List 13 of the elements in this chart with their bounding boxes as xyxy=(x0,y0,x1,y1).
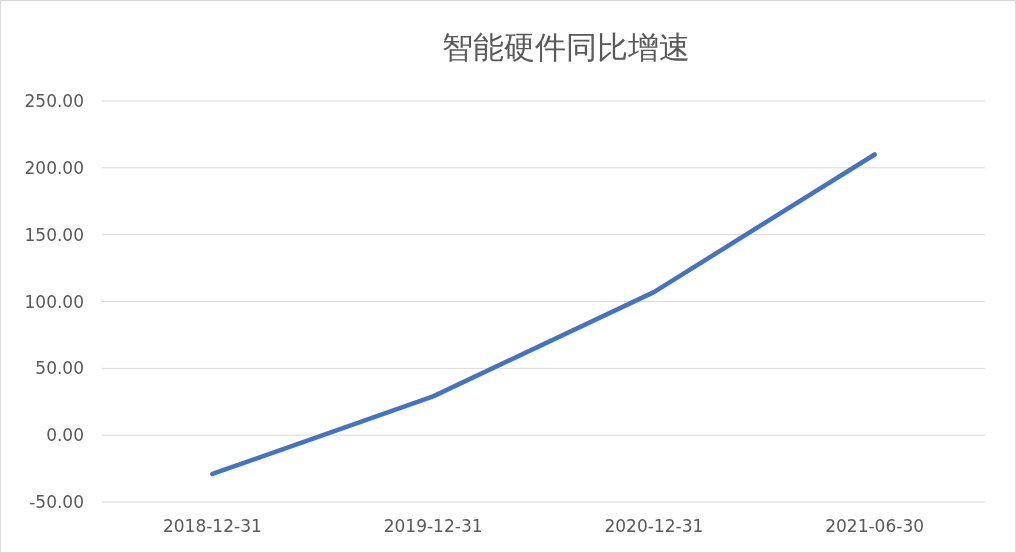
chart-title: 智能硬件同比增速 xyxy=(441,29,690,65)
x-tick-label: 2018-12-31 xyxy=(162,516,262,536)
y-tick-label: -50.00 xyxy=(29,492,84,512)
line-series xyxy=(210,152,877,477)
y-tick-label: 100.00 xyxy=(24,291,84,312)
x-tick-label: 2019-12-31 xyxy=(383,516,483,536)
y-tick-label: 50.00 xyxy=(35,358,84,379)
y-tick-label: 200.00 xyxy=(24,157,84,178)
y-tick-label: 0.00 xyxy=(46,425,84,446)
y-tick-label: 150.00 xyxy=(24,224,84,245)
x-tick-label: 2020-12-31 xyxy=(604,516,704,536)
x-tick-label: 2021-06-30 xyxy=(825,516,925,536)
y-tick-label: 250.00 xyxy=(24,91,84,111)
